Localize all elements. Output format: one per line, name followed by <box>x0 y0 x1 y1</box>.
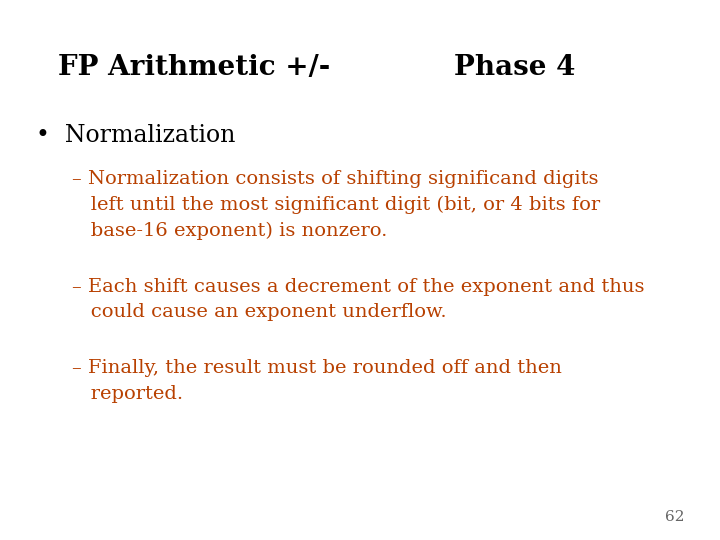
Text: – Each shift causes a decrement of the exponent and thus: – Each shift causes a decrement of the e… <box>72 278 644 295</box>
Text: – Normalization consists of shifting significand digits: – Normalization consists of shifting sig… <box>72 170 598 188</box>
Text: Phase 4: Phase 4 <box>454 54 575 81</box>
Text: FP Arithmetic +/-: FP Arithmetic +/- <box>58 54 330 81</box>
Text: •  Normalization: • Normalization <box>36 124 235 147</box>
Text: could cause an exponent underflow.: could cause an exponent underflow. <box>72 303 446 321</box>
Text: base-16 exponent) is nonzero.: base-16 exponent) is nonzero. <box>72 222 387 240</box>
Text: – Finally, the result must be rounded off and then: – Finally, the result must be rounded of… <box>72 359 562 377</box>
Text: left until the most significant digit (bit, or 4 bits for: left until the most significant digit (b… <box>72 196 600 214</box>
Text: reported.: reported. <box>72 385 183 403</box>
Text: 62: 62 <box>665 510 684 524</box>
